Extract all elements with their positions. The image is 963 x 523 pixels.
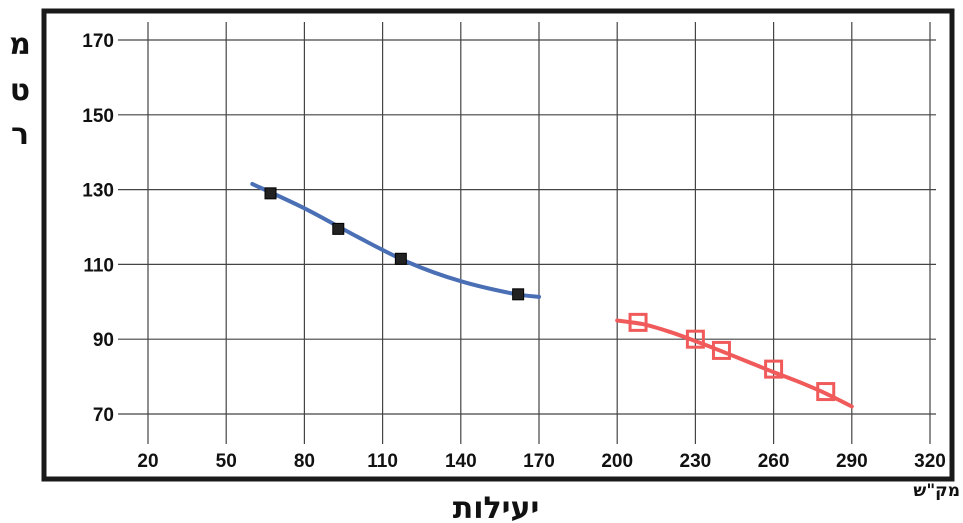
x-tick-label-4: 140 (445, 451, 477, 472)
x-tick-label-1: 50 (216, 451, 237, 472)
x-tick-label-7: 230 (680, 451, 712, 472)
series-0-point-1 (332, 222, 345, 235)
y-tick-labels: 70 90 110 130 150 170 (82, 31, 114, 426)
series-markers (264, 187, 836, 402)
x-tick-label-6: 200 (601, 451, 633, 472)
x-tick-label-0: 20 (137, 451, 158, 472)
series-1-point-1 (685, 329, 705, 349)
series-curves (250, 182, 854, 409)
y-tick-label-4: 150 (82, 106, 114, 127)
x-axis-unit: מק"ש (913, 481, 960, 501)
series-1-point-0 (628, 312, 648, 332)
y-tick-label-2: 110 (83, 255, 114, 276)
y-tick-label-0: 70 (93, 405, 114, 426)
y-axis-label: מטר (9, 27, 31, 152)
y-tick-label-3: 130 (82, 181, 114, 202)
x-tick-label-5: 170 (523, 451, 555, 472)
series-0-point-0 (264, 187, 277, 200)
y-tick-label-5: 170 (82, 31, 114, 52)
x-tick-label-3: 110 (367, 451, 398, 472)
grid (118, 22, 936, 444)
series-1-point-4 (816, 382, 836, 402)
series-1-curve (615, 318, 854, 409)
x-tick-label-10: 320 (914, 451, 946, 472)
x-tick-label-2: 80 (294, 451, 315, 472)
series-0-curve (250, 182, 541, 299)
plot-frame (41, 8, 955, 482)
series-0-point-3 (512, 288, 525, 301)
x-tick-label-9: 290 (836, 451, 868, 472)
y-axis-label-char-2: ר (11, 117, 29, 152)
x-tick-labels: 20 50 80 110 140 170 200 230 260 290 320 (137, 451, 945, 472)
y-axis-label-char-0: מ (9, 27, 31, 62)
series-1-point-2 (711, 340, 731, 360)
y-axis-label-char-1: ט (10, 73, 30, 108)
series-1-point-3 (764, 359, 784, 379)
y-tick-label-1: 90 (93, 330, 114, 351)
series-0-point-2 (394, 252, 407, 265)
x-axis-label: יעילות (453, 491, 540, 523)
x-tick-label-8: 260 (758, 451, 790, 472)
